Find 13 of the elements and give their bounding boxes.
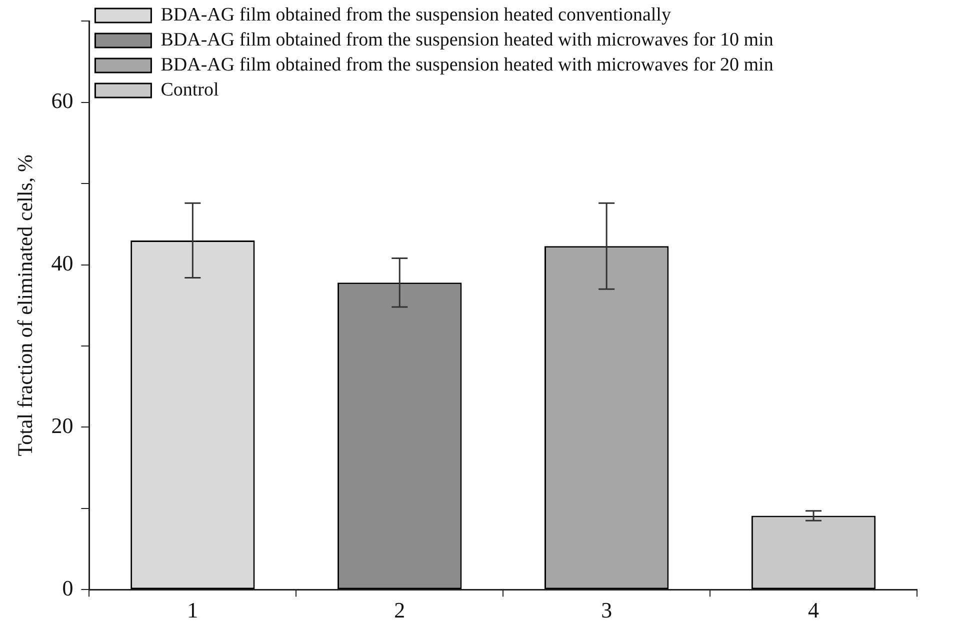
legend-label: BDA-AG film obtained from the suspension heated with microwaves for 10 min bbox=[160, 29, 774, 50]
y-tick-label: 0 bbox=[62, 575, 74, 600]
y-tick-label: 60 bbox=[51, 88, 74, 114]
y-axis-title: Total fraction of eliminated cells, % bbox=[13, 154, 38, 456]
legend-label: BDA-AG film obtained from the suspension heated with microwaves for 20 min bbox=[160, 54, 774, 76]
legend-label: BDA-AG film obtained from the suspension heated conventionally bbox=[160, 4, 672, 26]
x-tick-label: 3 bbox=[601, 598, 612, 623]
legend-label: Control bbox=[160, 79, 219, 100]
x-tick-label: 2 bbox=[394, 598, 406, 623]
y-tick-label: 40 bbox=[51, 250, 74, 276]
x-tick-label: 1 bbox=[187, 598, 198, 623]
y-tick-label: 20 bbox=[51, 412, 74, 438]
x-tick-label: 4 bbox=[808, 598, 820, 623]
